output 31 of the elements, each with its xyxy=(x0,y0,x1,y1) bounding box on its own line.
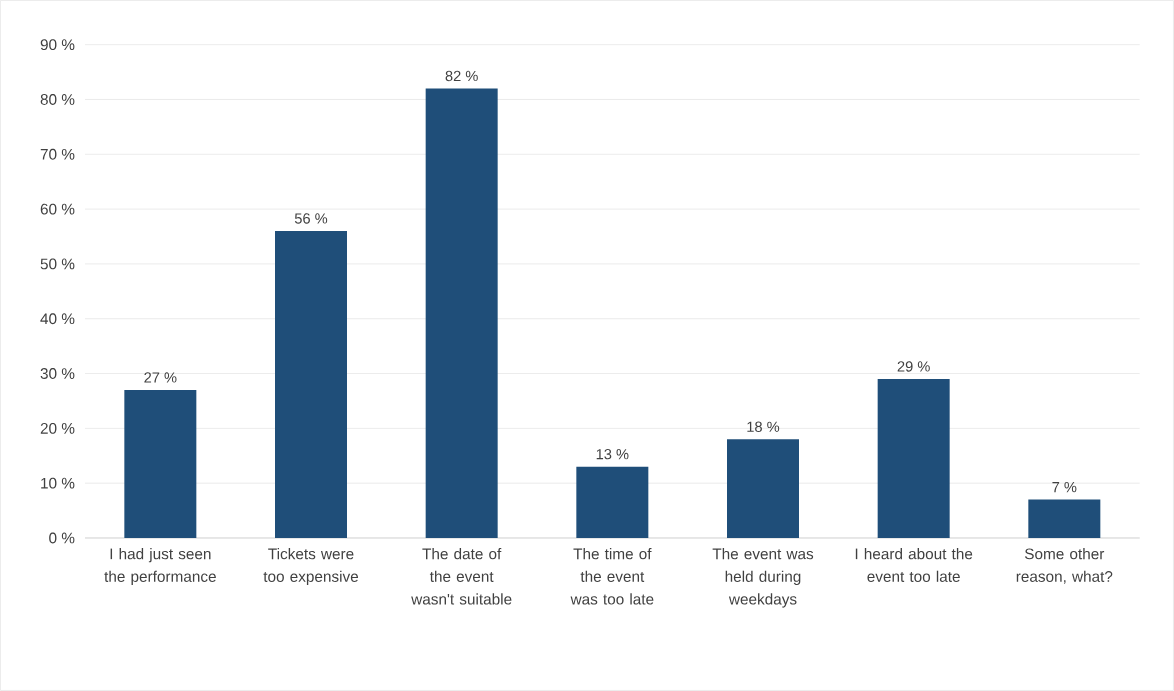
bar xyxy=(727,439,799,538)
x-tick-label: The time of the event was too late xyxy=(570,548,654,605)
x-tick-label: The event was held during weekdays xyxy=(712,548,814,608)
bar xyxy=(425,88,498,538)
bar xyxy=(576,466,649,538)
data-label: 13 % xyxy=(596,448,629,460)
data-label: 7 % xyxy=(1052,481,1077,493)
x-tick-label: Tickets were too expensive xyxy=(263,548,359,585)
x-tick-label: The date of the event wasn't suitable xyxy=(411,548,512,605)
y-tick-label: 70 % xyxy=(40,148,75,160)
y-tick-label: 50 % xyxy=(40,258,75,270)
y-tick-label: 10 % xyxy=(41,477,75,489)
x-tick-label: I had just seen the performance xyxy=(104,548,216,585)
data-label: 27 % xyxy=(144,372,177,383)
data-label: 56 % xyxy=(294,213,328,224)
data-label: 18 % xyxy=(747,421,780,432)
y-tick-label: 30 % xyxy=(40,368,75,379)
y-tick-label: 40 % xyxy=(40,313,75,325)
bar xyxy=(124,389,197,538)
bar xyxy=(275,231,347,538)
y-tick-label: 60 % xyxy=(40,203,75,215)
y-tick-label: 90 % xyxy=(40,39,75,51)
x-tick-label: I heard about the event too late xyxy=(855,548,973,582)
data-label: 82 % xyxy=(445,70,478,82)
bar xyxy=(877,379,950,538)
y-tick-label: 80 % xyxy=(40,94,75,105)
data-label: 29 % xyxy=(897,361,930,372)
y-tick-label: 20 % xyxy=(40,422,75,434)
x-tick-label: Some other reason, what? xyxy=(1016,548,1113,584)
bar xyxy=(1028,499,1101,538)
y-tick-label: 0 % xyxy=(49,532,75,544)
